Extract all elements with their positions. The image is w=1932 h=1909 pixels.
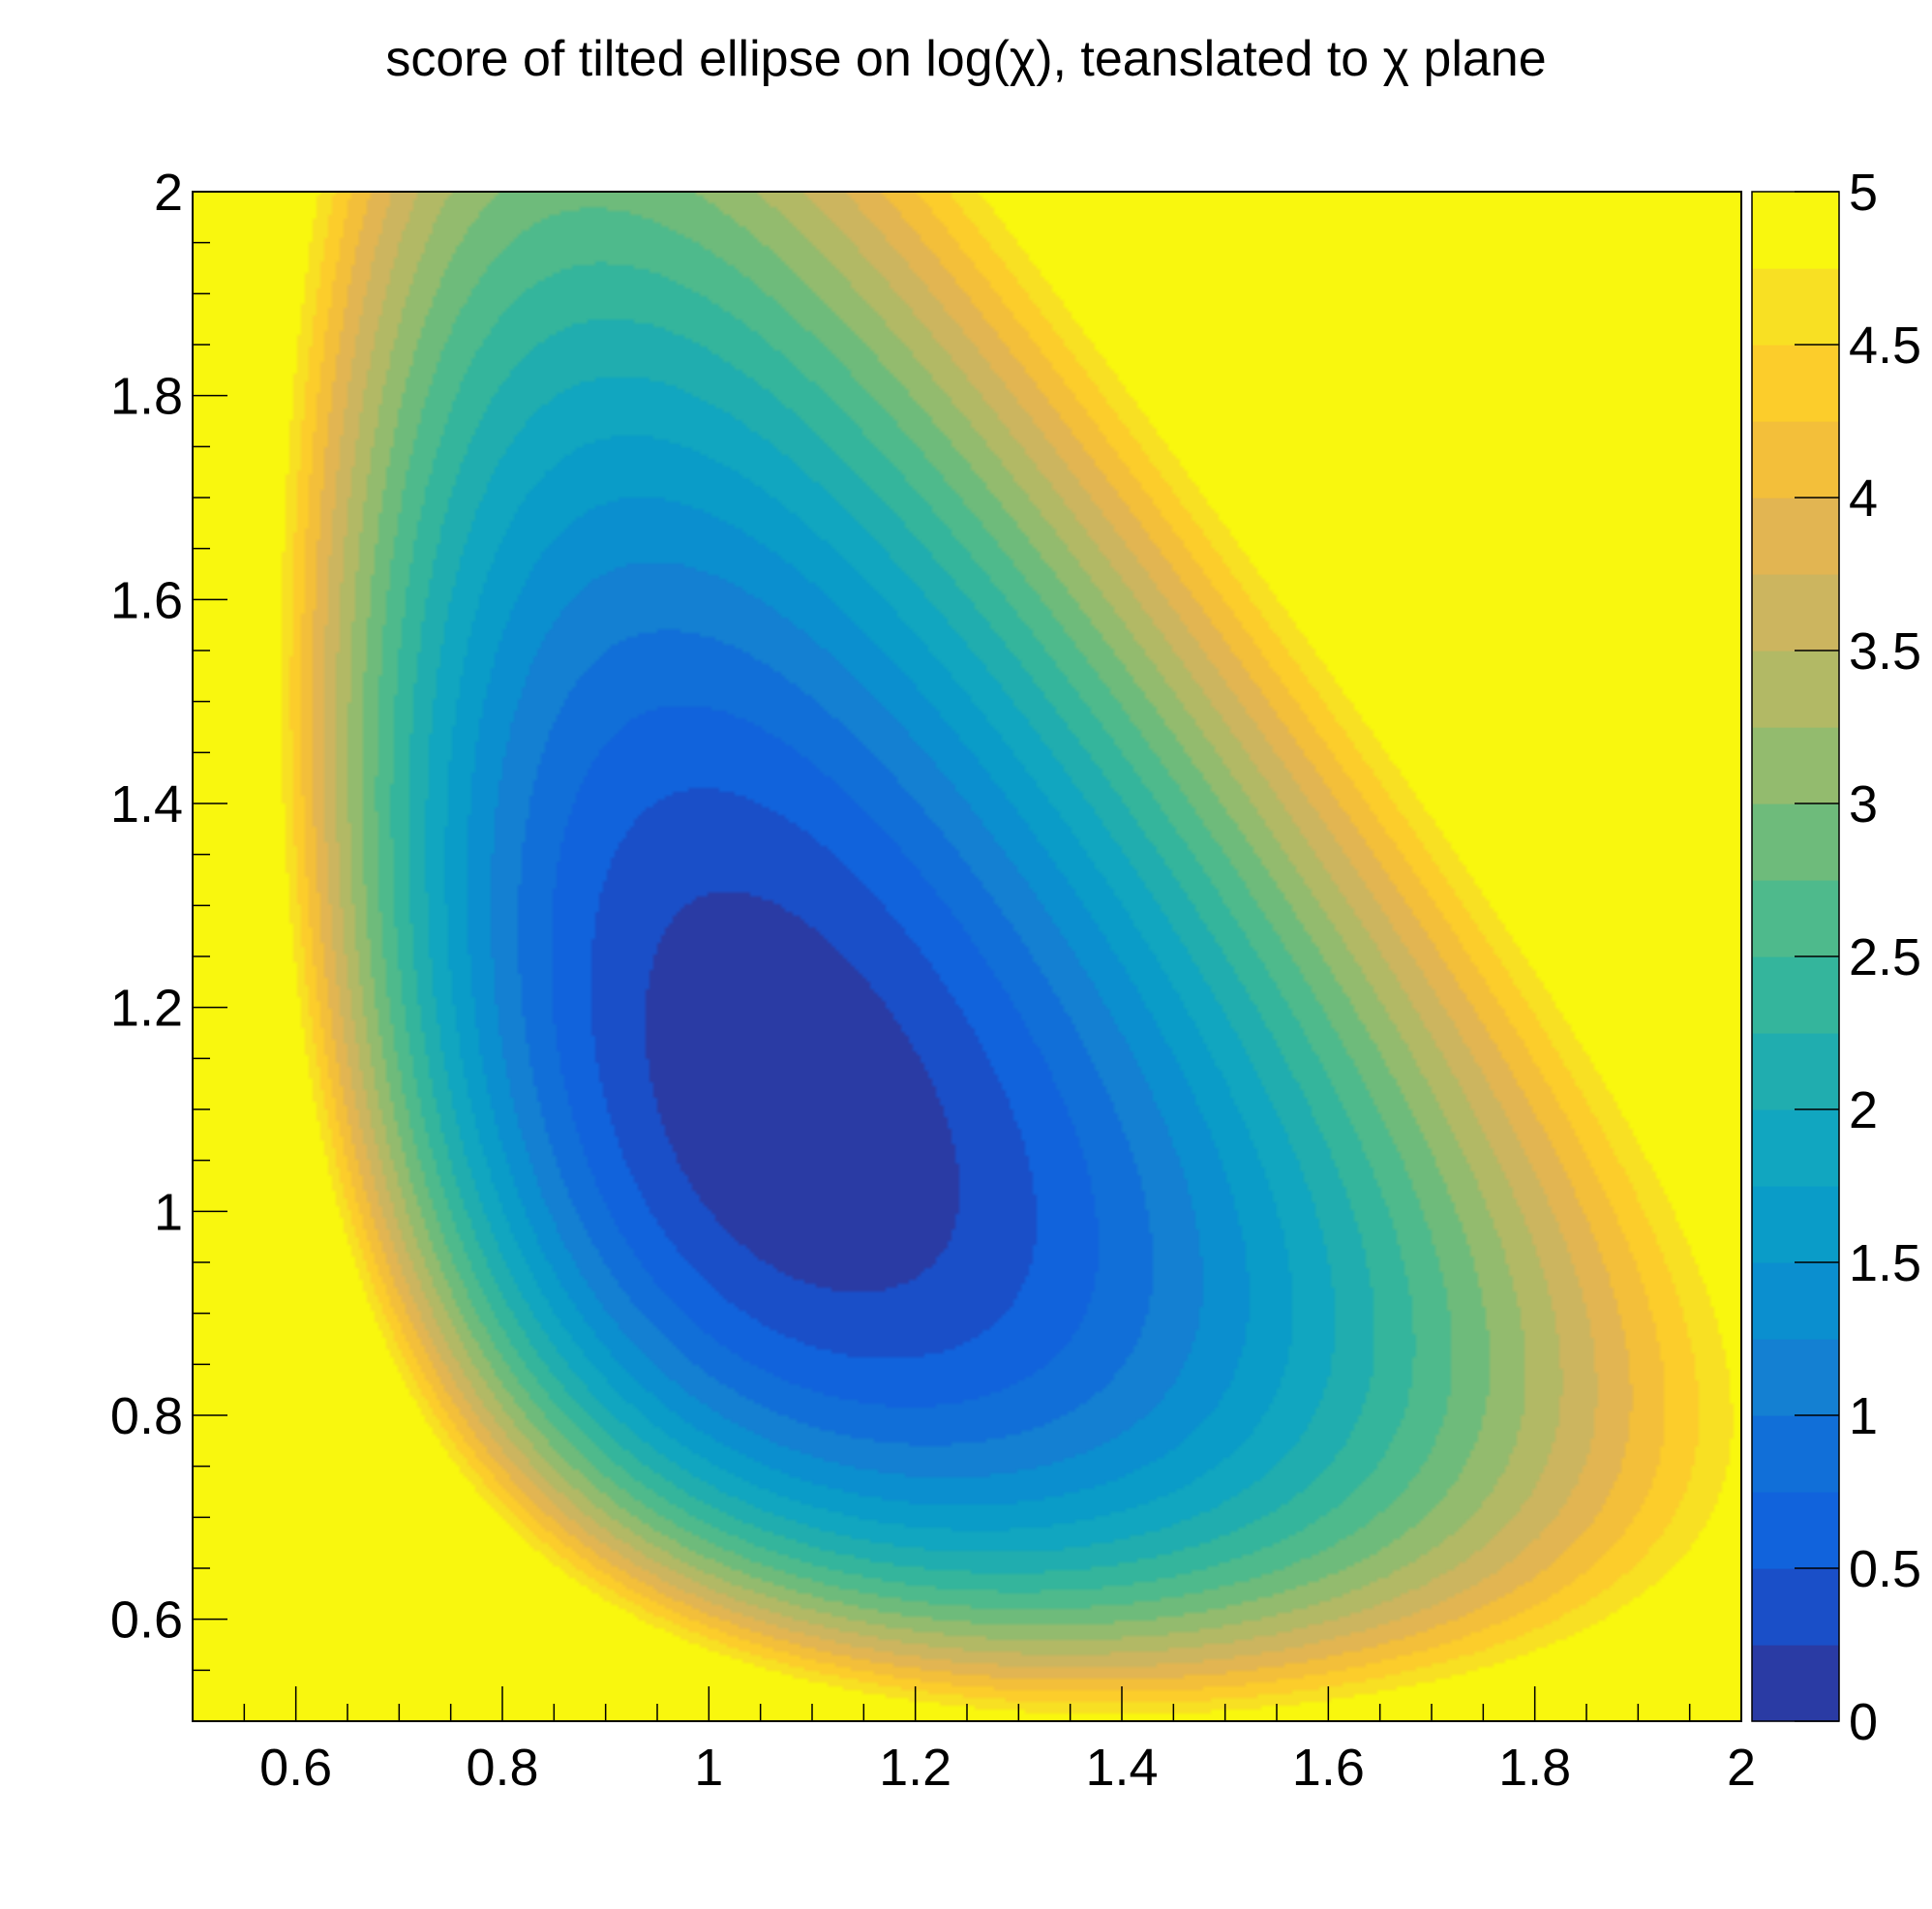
colorbar-tick-label: 2.5 — [1849, 928, 1921, 986]
colorbar-segment — [1752, 1415, 1839, 1493]
plot-area — [192, 191, 1742, 1722]
colorbar-segment — [1752, 956, 1839, 1034]
colorbar-segment — [1752, 268, 1839, 346]
y-tick-label: 0.6 — [110, 1591, 183, 1650]
colorbar: 0 0.5 1 1.5 2 2.5 3 3.5 4 4.5 5 — [1751, 164, 1921, 1751]
colorbar-tick-label: 4.5 — [1849, 317, 1921, 375]
y-tick-label: 1 — [154, 1183, 183, 1241]
contour-surface — [193, 192, 1741, 1721]
colorbar-segment — [1752, 1645, 1839, 1722]
x-tick-label: 1.6 — [1292, 1739, 1365, 1797]
colorbar-tick-label: 0.5 — [1849, 1540, 1921, 1598]
colorbar-tick-label: 2 — [1849, 1081, 1878, 1139]
colorbar-segment — [1752, 1568, 1839, 1646]
colorbar-segment — [1752, 651, 1839, 728]
colorbar-tick-label: 1 — [1849, 1387, 1878, 1445]
x-tick-label: 0.6 — [259, 1739, 332, 1797]
colorbar-segment — [1752, 803, 1839, 881]
y-tick-label: 0.8 — [110, 1387, 183, 1445]
x-tick-label: 0.8 — [466, 1739, 538, 1797]
y-tick-label: 1.8 — [110, 368, 183, 426]
y-axis: 0.6 0.8 1 1.2 1.4 1.6 1.8 2 — [110, 164, 227, 1672]
y-tick-label: 1.6 — [110, 571, 183, 629]
colorbar-segment — [1752, 1262, 1839, 1340]
colorbar-segment — [1752, 1339, 1839, 1416]
x-tick-label: 1.8 — [1498, 1739, 1571, 1797]
colorbar-tick-label: 5 — [1849, 164, 1878, 222]
x-tick-label: 2 — [1727, 1739, 1756, 1797]
y-tick-label: 1.4 — [110, 775, 183, 833]
colorbar-segment — [1752, 1033, 1839, 1110]
x-tick-label: 1.2 — [879, 1739, 951, 1797]
colorbar-segment — [1752, 1186, 1839, 1263]
colorbar-segment — [1752, 1492, 1839, 1569]
x-tick-label: 1 — [694, 1739, 723, 1797]
x-tick-label: 1.4 — [1085, 1739, 1158, 1797]
colorbar-tick-label: 1.5 — [1849, 1234, 1921, 1292]
chart-title: score of tilted ellipse on log(χ), teans… — [385, 31, 1546, 87]
y-tick-label: 2 — [154, 164, 183, 222]
colorbar-tick-label: 4 — [1849, 470, 1878, 528]
colorbar-tick-label: 3.5 — [1849, 622, 1921, 681]
colorbar-segment — [1752, 880, 1839, 957]
colorbar-segment — [1752, 1109, 1839, 1187]
x-axis: 0.6 0.8 1 1.2 1.4 1.6 1.8 2 — [243, 1686, 1756, 1797]
colorbar-segment — [1752, 421, 1839, 499]
colorbar-segment — [1752, 498, 1839, 575]
colorbar-segment — [1752, 574, 1839, 651]
colorbar-segment — [1752, 192, 1839, 269]
colorbar-tick-label: 0 — [1849, 1693, 1878, 1751]
colorbar-segment — [1752, 727, 1839, 804]
colorbar-tick-label: 3 — [1849, 775, 1878, 833]
y-tick-label: 1.2 — [110, 980, 183, 1038]
colorbar-segment — [1752, 345, 1839, 422]
